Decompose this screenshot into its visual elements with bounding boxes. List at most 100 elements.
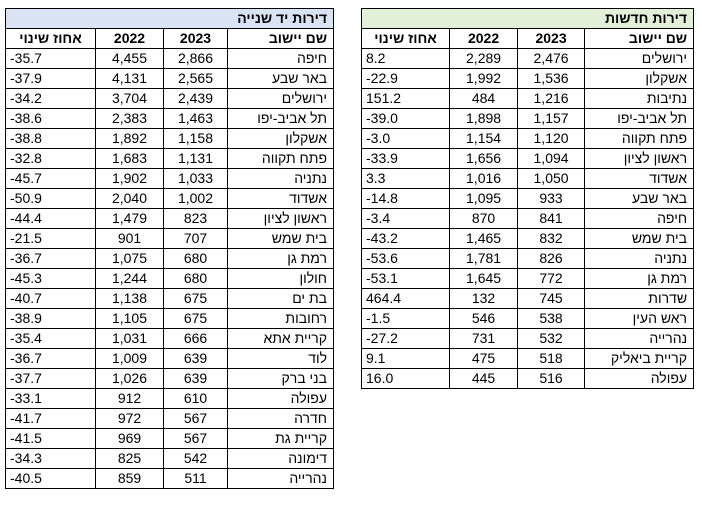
percent-change-cell: -41.5 bbox=[5, 428, 96, 449]
table-row: בת ים 675 1,138 -40.7 bbox=[5, 288, 334, 309]
percent-change-cell: -53.6 bbox=[360, 248, 451, 269]
table-row: אשדוד 1,050 1,016 3.3 bbox=[360, 168, 695, 189]
settlement-name-cell: תל אביב-יפו bbox=[584, 108, 695, 129]
settlement-name-cell: לוד bbox=[227, 348, 334, 369]
settlement-name-cell: נהרייה bbox=[227, 468, 334, 489]
value-2022-cell: 1,026 bbox=[95, 368, 164, 389]
value-2023-cell: 511 bbox=[163, 468, 228, 489]
settlement-name-cell: ראש העין bbox=[584, 308, 695, 329]
value-2022-cell: 1,031 bbox=[95, 328, 164, 349]
used-apartments-title: דירות יד שנייה bbox=[5, 8, 334, 29]
value-2022-cell: 1,009 bbox=[95, 348, 164, 369]
percent-change-cell: -45.7 bbox=[5, 168, 96, 189]
settlement-name-cell: בת ים bbox=[227, 288, 334, 309]
table-row: באר שבע 933 1,095 -14.8 bbox=[360, 188, 695, 209]
header-year-2022: 2022 bbox=[95, 28, 164, 49]
percent-change-cell: 151.2 bbox=[360, 88, 451, 109]
value-2023-cell: 2,439 bbox=[163, 88, 228, 109]
value-2023-cell: 1,120 bbox=[517, 128, 586, 149]
value-2023-cell: 680 bbox=[163, 248, 228, 269]
value-2023-cell: 2,565 bbox=[163, 68, 228, 89]
value-2023-cell: 832 bbox=[517, 228, 586, 249]
percent-change-cell: 9.1 bbox=[360, 348, 451, 369]
table-row: אשקלון 1,158 1,892 -38.8 bbox=[5, 128, 334, 149]
table-row: נתיבות 1,216 484 151.2 bbox=[360, 88, 695, 109]
settlement-name-cell: חיפה bbox=[227, 48, 334, 69]
table-row: רמת גן 680 1,075 -36.7 bbox=[5, 248, 334, 269]
percent-change-cell: -36.7 bbox=[5, 348, 96, 369]
new-apartments-table: דירות חדשות שם יישוב 2023 2022 אחוז שינו… bbox=[360, 8, 695, 389]
settlement-name-cell: תל אביב-יפו bbox=[227, 108, 334, 129]
table-row: רחובות 675 1,105 -38.9 bbox=[5, 308, 334, 329]
settlement-name-cell: אשקלון bbox=[227, 128, 334, 149]
value-2023-cell: 538 bbox=[517, 308, 586, 329]
value-2022-cell: 1,479 bbox=[95, 208, 164, 229]
settlement-name-cell: בית שמש bbox=[584, 228, 695, 249]
percent-change-cell: -38.8 bbox=[5, 128, 96, 149]
settlement-name-cell: נהרייה bbox=[584, 328, 695, 349]
header-year-2023: 2023 bbox=[163, 28, 228, 49]
settlement-name-cell: חיפה bbox=[584, 208, 695, 229]
table-row: נתניה 1,033 1,902 -45.7 bbox=[5, 168, 334, 189]
value-2022-cell: 1,016 bbox=[449, 168, 519, 189]
value-2022-cell: 1,992 bbox=[449, 68, 519, 89]
table-row: שדרות 745 132 464.4 bbox=[360, 288, 695, 309]
settlement-name-cell: קריית אתא bbox=[227, 328, 334, 349]
value-2023-cell: 518 bbox=[517, 348, 586, 369]
percent-change-cell: -37.9 bbox=[5, 68, 96, 89]
settlement-name-cell: ראשון לציון bbox=[227, 208, 334, 229]
value-2023-cell: 841 bbox=[517, 208, 586, 229]
settlement-name-cell: פתח תקווה bbox=[227, 148, 334, 169]
table-row: חיפה 2,866 4,455 -35.7 bbox=[5, 48, 334, 69]
value-2023-cell: 542 bbox=[163, 448, 228, 469]
table-row: חיפה 841 870 -3.4 bbox=[360, 208, 695, 229]
header-percent-change: אחוז שינוי bbox=[360, 28, 451, 49]
value-2022-cell: 912 bbox=[95, 388, 164, 409]
table-row: באר שבע 2,565 4,131 -37.9 bbox=[5, 68, 334, 89]
value-2022-cell: 972 bbox=[95, 408, 164, 429]
table-row: פתח תקווה 1,120 1,154 -3.0 bbox=[360, 128, 695, 149]
percent-change-cell: 8.2 bbox=[360, 48, 451, 69]
table-row: עפולה 610 912 -33.1 bbox=[5, 388, 334, 409]
table-row: אשדוד 1,002 2,040 -50.9 bbox=[5, 188, 334, 209]
value-2023-cell: 1,157 bbox=[517, 108, 586, 129]
settlement-name-cell: ירושלים bbox=[227, 88, 334, 109]
percent-change-cell: -32.8 bbox=[5, 148, 96, 169]
percent-change-cell: -3.4 bbox=[360, 208, 451, 229]
value-2023-cell: 745 bbox=[517, 288, 586, 309]
table-row: תל אביב-יפו 1,157 1,898 -39.0 bbox=[360, 108, 695, 129]
value-2022-cell: 1,095 bbox=[449, 188, 519, 209]
value-2022-cell: 3,704 bbox=[95, 88, 164, 109]
settlement-name-cell: רמת גן bbox=[584, 268, 695, 289]
table-row: רמת גן 772 1,645 -53.1 bbox=[360, 268, 695, 289]
value-2023-cell: 1,131 bbox=[163, 148, 228, 169]
settlement-name-cell: באר שבע bbox=[584, 188, 695, 209]
value-2023-cell: 1,094 bbox=[517, 148, 586, 169]
value-2022-cell: 1,683 bbox=[95, 148, 164, 169]
value-2023-cell: 2,476 bbox=[517, 48, 586, 69]
value-2022-cell: 484 bbox=[449, 88, 519, 109]
value-2023-cell: 675 bbox=[163, 288, 228, 309]
table-row: נהרייה 532 731 -27.2 bbox=[360, 328, 695, 349]
settlement-name-cell: ירושלים bbox=[584, 48, 695, 69]
percent-change-cell: -34.3 bbox=[5, 448, 96, 469]
header-settlement-name: שם יישוב bbox=[227, 28, 334, 49]
settlement-name-cell: נתניה bbox=[227, 168, 334, 189]
percent-change-cell: -3.0 bbox=[360, 128, 451, 149]
settlement-name-cell: בני ברק bbox=[227, 368, 334, 389]
value-2022-cell: 969 bbox=[95, 428, 164, 449]
settlement-name-cell: דימונה bbox=[227, 448, 334, 469]
table-row: קריית ביאליק 518 475 9.1 bbox=[360, 348, 695, 369]
percent-change-cell: -45.3 bbox=[5, 268, 96, 289]
value-2022-cell: 2,383 bbox=[95, 108, 164, 129]
settlement-name-cell: חולון bbox=[227, 268, 334, 289]
value-2022-cell: 1,898 bbox=[449, 108, 519, 129]
settlement-name-cell: שדרות bbox=[584, 288, 695, 309]
value-2022-cell: 901 bbox=[95, 228, 164, 249]
settlement-name-cell: אשקלון bbox=[584, 68, 695, 89]
percent-change-cell: -40.5 bbox=[5, 468, 96, 489]
percent-change-cell: -53.1 bbox=[360, 268, 451, 289]
percent-change-cell: -22.9 bbox=[360, 68, 451, 89]
value-2023-cell: 1,536 bbox=[517, 68, 586, 89]
settlement-name-cell: באר שבע bbox=[227, 68, 334, 89]
